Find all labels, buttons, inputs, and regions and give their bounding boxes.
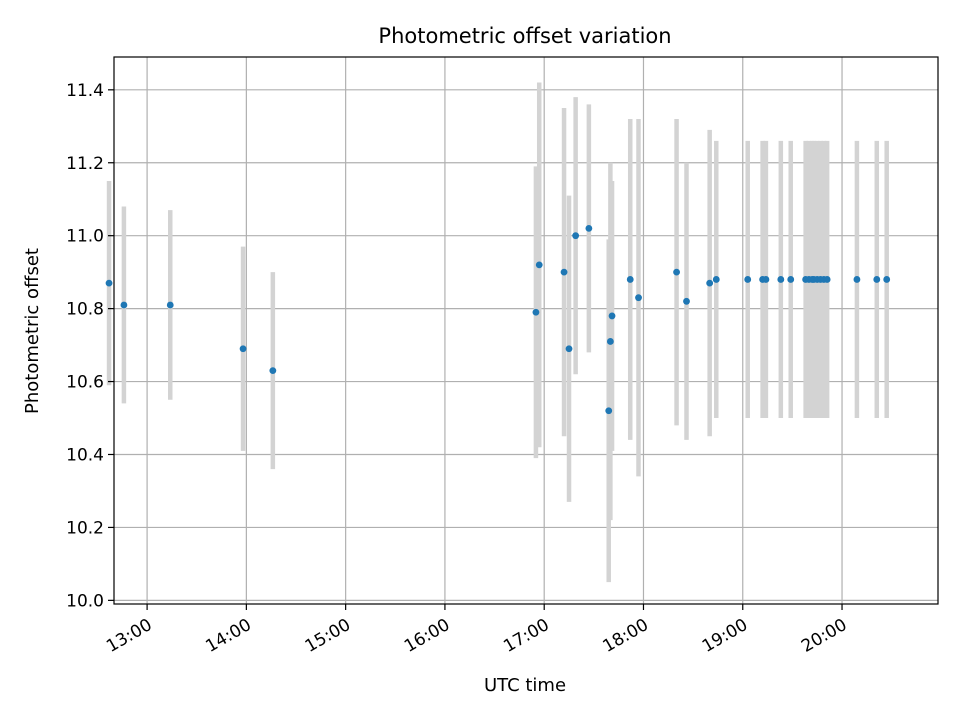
y-axis-ticks: 10.0 10.2 10.4 10.6 10.8 11.0 11.2 11.4 — [66, 81, 114, 611]
y-tick-label: 10.0 — [66, 591, 104, 611]
y-tick-label: 11.2 — [66, 154, 104, 174]
data-point — [572, 232, 580, 240]
data-point — [166, 301, 174, 309]
data-point — [762, 276, 770, 283]
y-tick-label: 10.8 — [66, 300, 104, 320]
data-point — [269, 367, 277, 375]
data-point — [105, 279, 113, 287]
data-point — [626, 276, 634, 283]
data-point — [239, 345, 247, 353]
x-axis-label: UTC time — [484, 675, 566, 696]
data-point — [560, 268, 568, 276]
data-point — [883, 276, 891, 283]
chart-title: Photometric offset variation — [378, 24, 671, 48]
y-tick-label: 11.4 — [66, 81, 104, 101]
data-point — [823, 276, 831, 283]
data-point — [535, 261, 543, 269]
y-tick-label: 10.2 — [66, 518, 104, 538]
y-tick-label: 10.6 — [66, 373, 104, 393]
data-point — [532, 308, 540, 316]
data-point — [120, 301, 128, 309]
data-point — [635, 294, 642, 302]
data-point — [853, 276, 861, 283]
data-point — [706, 279, 714, 287]
data-point — [873, 276, 881, 283]
data-point — [585, 224, 593, 232]
data-point — [683, 297, 690, 305]
data-point — [744, 276, 752, 283]
y-axis-label: Photometric offset — [22, 248, 43, 414]
grid-lines — [114, 57, 938, 604]
data-point — [606, 338, 614, 345]
data-point — [712, 276, 720, 283]
y-tick-label: 11.0 — [66, 227, 104, 247]
data-point — [605, 407, 613, 415]
data-point — [673, 268, 680, 276]
data-point — [777, 276, 785, 283]
data-point — [787, 276, 795, 283]
data-point — [565, 345, 573, 353]
data-points — [105, 224, 891, 415]
data-point — [608, 312, 616, 320]
plot-frame — [113, 56, 939, 605]
y-tick-label: 10.4 — [66, 445, 104, 465]
